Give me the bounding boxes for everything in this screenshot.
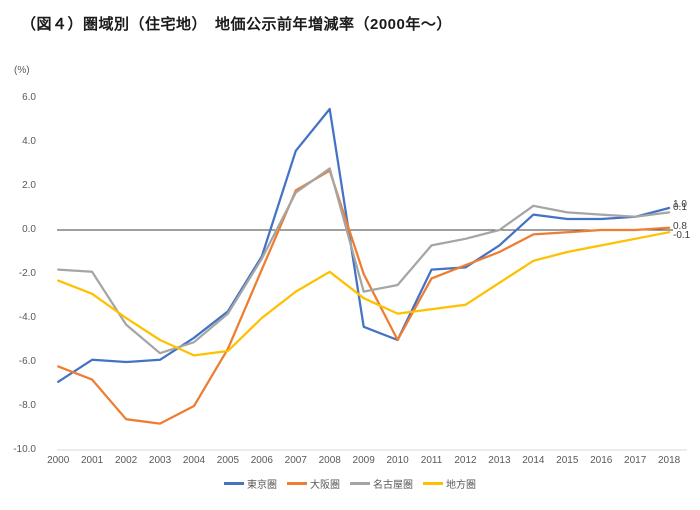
y-tick-label: 6.0 <box>22 92 36 103</box>
x-tick-label: 2006 <box>250 455 273 466</box>
x-tick-label: 2001 <box>81 455 104 466</box>
end-value-label-nagoya: 0.1 <box>673 202 687 214</box>
legend-swatch-chihou <box>423 482 443 485</box>
y-axis-unit-label: (%) <box>14 65 30 76</box>
y-tick-label: -2.0 <box>18 268 36 279</box>
x-tick-label: 2018 <box>657 455 681 466</box>
y-tick-label: -4.0 <box>18 312 36 323</box>
x-tick-label: 2012 <box>454 455 477 466</box>
series-line-chihou <box>57 231 671 357</box>
x-tick-label: 2000 <box>47 455 70 466</box>
x-tick-label: 2007 <box>284 455 307 466</box>
legend-swatch-osaka <box>287 482 307 485</box>
x-tick-label: 2017 <box>624 455 647 466</box>
x-tick-label: 2009 <box>352 455 375 466</box>
x-tick-label: 2002 <box>114 455 138 466</box>
legend-item-tokyo: 東京圏 <box>224 476 277 491</box>
end-value-label-tokyo: 1.0 <box>673 199 687 210</box>
series-line-osaka <box>57 169 671 425</box>
chart-title: （図４）圏域別（住宅地） 地価公示前年増減率（2000年～） <box>21 16 452 33</box>
y-tick-label: -8.0 <box>18 400 36 411</box>
x-tick-label: 2014 <box>522 455 545 466</box>
legend-label-tokyo: 東京圏 <box>247 480 277 491</box>
legend-label-nagoya: 名古屋圏 <box>373 480 413 491</box>
legend-swatch-tokyo <box>224 482 244 485</box>
x-tick-label: 2010 <box>386 455 409 466</box>
end-value-label-chihou: -0.1 <box>673 230 691 242</box>
legend-item-chihou: 地方圏 <box>423 476 476 491</box>
legend-swatch-nagoya <box>350 482 370 485</box>
x-tick-label: 2016 <box>590 455 613 466</box>
end-value-label-osaka: 0.8 <box>673 220 687 232</box>
x-tick-label: 2008 <box>318 455 341 466</box>
y-tick-label: 0.0 <box>22 224 36 235</box>
legend-item-osaka: 大阪圏 <box>287 476 340 491</box>
y-tick-label: 2.0 <box>22 180 36 191</box>
legend-item-nagoya: 名古屋圏 <box>350 476 413 491</box>
x-tick-label: 2003 <box>148 455 172 466</box>
x-tick-label: 2004 <box>182 455 206 466</box>
x-tick-label: 2013 <box>488 455 511 466</box>
x-tick-label: 2015 <box>556 455 579 466</box>
x-tick-label: 2005 <box>216 455 240 466</box>
legend-label-chihou: 地方圏 <box>446 480 476 491</box>
y-tick-label: -6.0 <box>18 356 36 367</box>
legend-label-osaka: 大阪圏 <box>310 480 340 491</box>
x-tick-label: 2011 <box>420 455 443 466</box>
y-tick-label: 4.0 <box>22 136 36 147</box>
series-line-nagoya <box>57 167 671 355</box>
y-tick-label: -10.0 <box>13 444 36 455</box>
series-line-tokyo <box>57 107 671 383</box>
chart-legend: 東京圏 大阪圏 名古屋圏 地方圏 <box>0 476 700 491</box>
